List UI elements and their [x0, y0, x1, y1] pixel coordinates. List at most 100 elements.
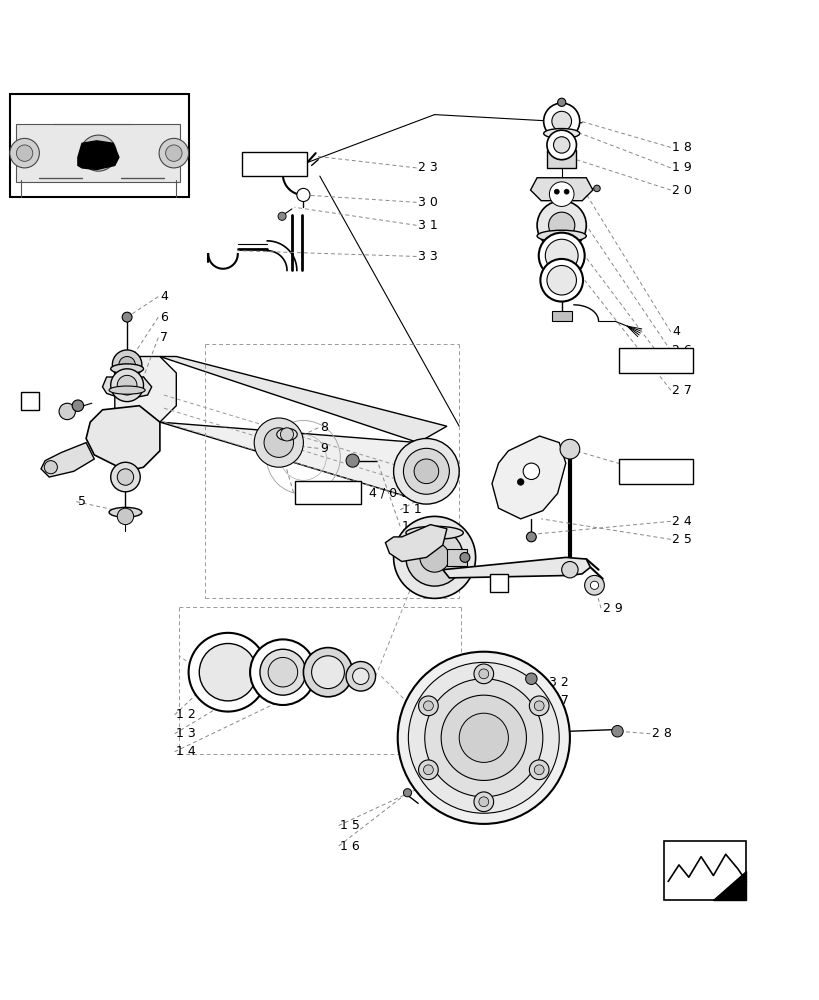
Circle shape — [423, 765, 432, 775]
Bar — [663, 841, 745, 900]
Circle shape — [553, 137, 569, 153]
Circle shape — [546, 265, 576, 295]
Circle shape — [554, 189, 559, 194]
Circle shape — [459, 552, 469, 562]
Circle shape — [584, 575, 604, 595]
Circle shape — [393, 516, 475, 598]
Text: 3 2: 3 2 — [549, 676, 568, 689]
Text: 1 0: 1 0 — [401, 520, 421, 533]
Circle shape — [424, 679, 542, 797]
Circle shape — [188, 633, 267, 712]
Circle shape — [526, 532, 536, 542]
Text: 9: 9 — [319, 442, 328, 455]
Polygon shape — [86, 406, 160, 471]
Text: 1 . 7 5 .: 1 . 7 5 . — [634, 466, 676, 476]
Circle shape — [408, 662, 559, 813]
Circle shape — [112, 350, 142, 379]
Text: 1 . 7 5 .: 1 . 7 5 . — [634, 356, 676, 366]
Text: 1 3: 1 3 — [176, 727, 196, 740]
Text: 1 9: 1 9 — [672, 161, 691, 174]
Polygon shape — [442, 557, 590, 578]
Ellipse shape — [111, 364, 143, 374]
Text: 2 1: 2 1 — [647, 465, 667, 478]
Circle shape — [296, 188, 310, 202]
Circle shape — [59, 403, 75, 420]
Text: 2: 2 — [495, 578, 502, 588]
Circle shape — [441, 695, 526, 780]
Circle shape — [548, 212, 574, 238]
Polygon shape — [115, 357, 176, 422]
Circle shape — [419, 543, 449, 572]
Circle shape — [403, 448, 449, 494]
Text: 4 / 0 1: 4 / 0 1 — [369, 487, 409, 500]
Circle shape — [72, 400, 84, 411]
Circle shape — [459, 713, 508, 762]
Circle shape — [549, 182, 573, 206]
Circle shape — [529, 696, 549, 716]
Ellipse shape — [543, 129, 579, 138]
Circle shape — [534, 765, 544, 775]
Text: 1 2: 1 2 — [176, 708, 196, 721]
Circle shape — [557, 98, 565, 106]
Bar — [618, 459, 692, 484]
Circle shape — [593, 185, 600, 192]
Text: 2 6: 2 6 — [672, 344, 691, 357]
Bar — [490, 574, 508, 592]
Circle shape — [561, 562, 577, 578]
Text: 3 1: 3 1 — [418, 219, 437, 232]
Circle shape — [525, 673, 536, 684]
Circle shape — [563, 189, 568, 194]
Text: 1 5: 1 5 — [340, 819, 360, 832]
Polygon shape — [713, 871, 745, 900]
Circle shape — [16, 145, 33, 161]
Text: 2 9: 2 9 — [602, 602, 622, 615]
Circle shape — [559, 439, 579, 459]
Text: 2 8: 2 8 — [651, 727, 671, 740]
Text: 2 7: 2 7 — [672, 384, 691, 397]
Circle shape — [523, 463, 539, 480]
Circle shape — [611, 725, 622, 737]
Ellipse shape — [405, 526, 463, 539]
Circle shape — [10, 138, 39, 168]
Circle shape — [418, 696, 437, 716]
Polygon shape — [41, 443, 94, 477]
Circle shape — [478, 669, 488, 679]
Text: 3 0: 3 0 — [418, 196, 437, 209]
Circle shape — [534, 701, 544, 711]
Ellipse shape — [536, 230, 586, 242]
Circle shape — [254, 418, 303, 467]
Circle shape — [346, 454, 359, 467]
Circle shape — [473, 664, 493, 684]
Polygon shape — [160, 357, 446, 443]
Circle shape — [117, 508, 133, 525]
Circle shape — [393, 438, 459, 504]
Text: 2 4: 2 4 — [672, 515, 691, 528]
Circle shape — [80, 135, 116, 171]
Polygon shape — [78, 141, 119, 170]
Text: 6: 6 — [160, 311, 168, 324]
Bar — [10, 94, 188, 197]
Circle shape — [590, 581, 598, 589]
Ellipse shape — [109, 386, 145, 394]
Text: 2 2: 2 2 — [672, 364, 691, 377]
Circle shape — [473, 792, 493, 812]
Polygon shape — [102, 377, 152, 397]
Bar — [546, 150, 576, 168]
Circle shape — [414, 459, 438, 484]
Text: 1 7: 1 7 — [549, 694, 568, 707]
Circle shape — [346, 662, 375, 691]
Text: 1 . 4 0: 1 . 4 0 — [310, 488, 345, 498]
Text: 2 5: 2 5 — [672, 533, 691, 546]
Circle shape — [546, 130, 576, 160]
Bar — [295, 481, 360, 504]
Text: 4: 4 — [160, 290, 168, 303]
Text: 1 . 7 5: 1 . 7 5 — [257, 159, 292, 169]
Text: 1 8: 1 8 — [672, 141, 691, 154]
Circle shape — [159, 138, 188, 168]
Circle shape — [405, 529, 463, 586]
Bar — [16, 124, 180, 182]
Circle shape — [352, 668, 369, 684]
Circle shape — [165, 145, 182, 161]
Circle shape — [199, 644, 256, 701]
Polygon shape — [385, 525, 446, 562]
